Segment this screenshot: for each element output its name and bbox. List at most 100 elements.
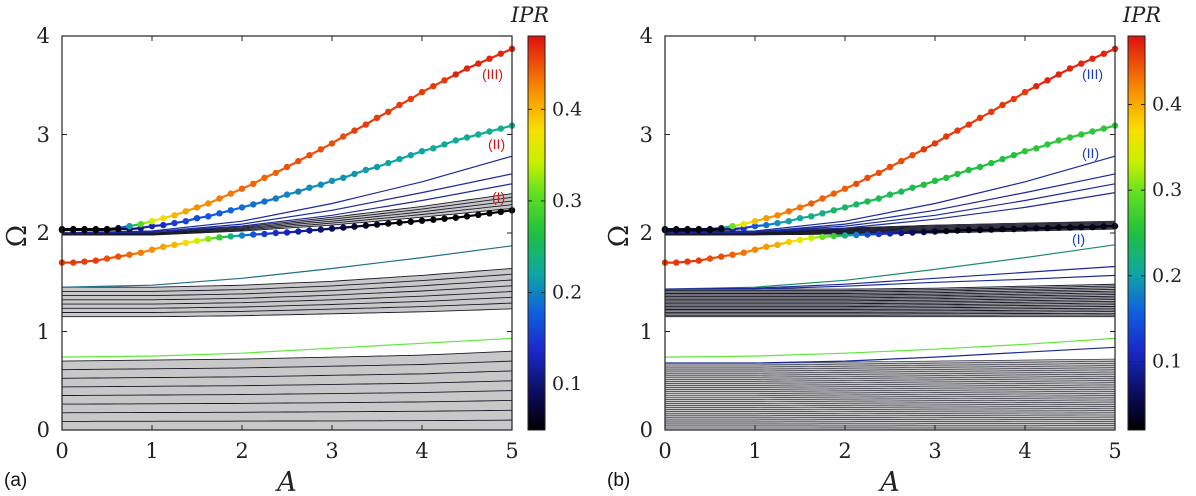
panel-b-optical-band-line-15 <box>665 290 1116 296</box>
panel-b-series-i-point-18 <box>864 231 871 238</box>
panel-b-optical-band-line-3 <box>665 311 1115 313</box>
panel-b-series-iii-point-6 <box>729 222 736 230</box>
panel-a-optical-band-line-6 <box>62 273 513 292</box>
panel-b-series-ii-point-27 <box>965 166 972 174</box>
panel-b-series-i-point-1 <box>673 259 680 266</box>
panel-a-series-iii-point-19 <box>272 169 279 177</box>
panel-b-y-tick-3: 3 <box>640 123 653 147</box>
panel-b-gap-mode-mid-2 <box>664 265 1116 290</box>
panel-a-series-ii-point-32 <box>418 148 426 155</box>
panel-a-series-i-point-11 <box>182 239 189 247</box>
panel-b-acoustic-band-line-22 <box>665 382 1116 386</box>
panel-b-series-i-point-8 <box>751 246 759 253</box>
panel-a-series-i-point-18 <box>261 230 268 238</box>
panel-b-series-i-point-3 <box>695 257 702 264</box>
panel-b-series-i-point-30 <box>999 225 1006 233</box>
panel-b-series-iii-point-29 <box>988 108 995 116</box>
panel-b-acoustic-band-line-31 <box>665 363 1116 368</box>
panel-b-series-i-point-20 <box>886 230 894 237</box>
panel-a-series-flat-black-point-5 <box>115 225 122 233</box>
panel-a-series-ii-point-31 <box>407 152 414 159</box>
panel-a-series-i-point-25 <box>340 224 347 231</box>
panel-b-series-iii-point-7 <box>740 220 747 228</box>
panel-b-series-ii-point-30 <box>999 155 1006 163</box>
panel-b-acoustic-band-line-10 <box>665 408 1115 410</box>
panel-b-series-i-point-37 <box>1078 223 1085 231</box>
panel-a-series-iii-point-38 <box>486 55 493 62</box>
panel-b-axis-ticks <box>664 35 1116 431</box>
panel-b-optical-band-line-10 <box>665 299 1116 303</box>
panel-b-acoustic-band-line-21 <box>665 384 1115 388</box>
panel-a-blue-1 <box>61 155 513 234</box>
panel-b-series-ii-point-10 <box>774 219 781 227</box>
panel-b-acoustic-band-line-8 <box>665 412 1115 415</box>
panel-b-acoustic-band-line-7 <box>665 414 1115 417</box>
panel-b-series-iii-point-11 <box>785 208 792 215</box>
panel-b-series-iii-point-10 <box>774 212 781 219</box>
panel-b-blue-4 <box>664 192 1116 234</box>
panel-b-y-tick-2: 2 <box>640 221 653 245</box>
panel-a-y-tick-0: 0 <box>37 418 50 442</box>
panel-b-series-flat-black-point-1 <box>673 226 680 234</box>
panel-a-series-ii-point-38 <box>486 128 493 135</box>
panel-b-series-ii-point-36 <box>1066 134 1074 141</box>
panel-b-series-i-point-29 <box>988 226 995 233</box>
panel-a-series-ii-point-21 <box>295 188 302 195</box>
panel-b-series-i-point-35 <box>1055 224 1063 231</box>
panel-b-series-i-point-27 <box>965 226 972 234</box>
panel-a-series-iii-point-33 <box>430 83 437 90</box>
panel-b-series-iii-point-28 <box>976 114 984 122</box>
panel-a-series-flat-black-point-2 <box>81 226 88 234</box>
panel-a-series-ii-point-35 <box>452 137 459 144</box>
panel-a-axis-ticks <box>61 35 513 431</box>
panel-a-series-i-point-3 <box>92 257 100 264</box>
panel-a-x-tick-3: 3 <box>325 439 338 463</box>
panel-a-series-iii-point-14 <box>216 195 223 202</box>
panel-a-series-flat-black-point-1 <box>70 226 77 234</box>
panel-b-acoustic-band-line-18 <box>665 391 1116 394</box>
panel-b-series-iii-point-34 <box>1044 77 1051 84</box>
panel-b-series-iii-point-8 <box>751 218 759 225</box>
panel-b-acoustic-band-line-19 <box>665 388 1115 392</box>
panel-b-series-ii-point-21 <box>898 188 905 195</box>
panel-b-series-ii-point-23 <box>920 181 927 188</box>
panel-a-series-ii-point-17 <box>250 201 257 208</box>
panel-b-optical-band-line-14 <box>665 292 1116 297</box>
panel-b-acoustic-band-line-20 <box>665 386 1116 390</box>
panel-a-series-iii-point-8 <box>148 218 156 225</box>
panel-a-series-ii-point-26 <box>351 170 358 178</box>
panel-b-series-ii-point-26 <box>954 170 961 178</box>
panel-a-series-iii-point-18 <box>261 174 268 181</box>
panel-a-upper-band-line-1 <box>62 204 513 235</box>
panel-b-series-i-point-2 <box>684 258 691 265</box>
panel-a-series-ii-point-19 <box>272 195 279 202</box>
panel-a-optical-band-line-3 <box>62 291 513 305</box>
panel-b-series-iii-point-32 <box>1021 88 1029 96</box>
panel-a-series-ii-point-25 <box>340 174 347 181</box>
panel-b-colorbar-tick-3: 0.4 <box>1152 94 1182 116</box>
panel-a-x-tick-1: 1 <box>145 439 158 463</box>
panel-b-x-tick-5: 5 <box>1108 439 1121 463</box>
panel-b-series-ii-point-13 <box>808 213 815 220</box>
panel-a-acoustic-band-line-6 <box>61 370 513 379</box>
panel-a-series <box>58 45 516 266</box>
panel-b-optical-band-line-13 <box>665 294 1116 299</box>
panel-b-series-ii-point-19 <box>875 195 882 202</box>
panel-b-optical-band-line-18 <box>665 285 1116 292</box>
panel-b-upper-band-line-4 <box>665 224 1116 234</box>
panel-a-series-iii-point-11 <box>182 208 189 215</box>
panel-a-series-i-point-33 <box>430 216 437 223</box>
panel-a-series-i-point-32 <box>418 217 426 224</box>
panel-b-series-i-point-19 <box>875 230 882 238</box>
panel-b-series-iii-point-37 <box>1078 60 1085 67</box>
panel-b-acoustic-band-line-16 <box>665 395 1116 398</box>
panel-b-series-ii-point-28 <box>976 163 984 171</box>
panel-a-series-i-point-21 <box>295 228 302 235</box>
panel-b-series-i-point-14 <box>819 233 826 241</box>
panel-a: 0 1 2 3 4 5 0 1 2 3 4 A Ω (a) (III) (II)… <box>2 3 582 496</box>
panel-b-series-i-point-12 <box>796 236 804 244</box>
panel-b-colorbar-tick-2: 0.3 <box>1152 179 1182 201</box>
panel-a-series-ii-point-15 <box>227 207 234 214</box>
panel-a-upper-band-line-0 <box>62 207 513 236</box>
panel-b-acoustic-band-line-32 <box>665 360 1116 366</box>
